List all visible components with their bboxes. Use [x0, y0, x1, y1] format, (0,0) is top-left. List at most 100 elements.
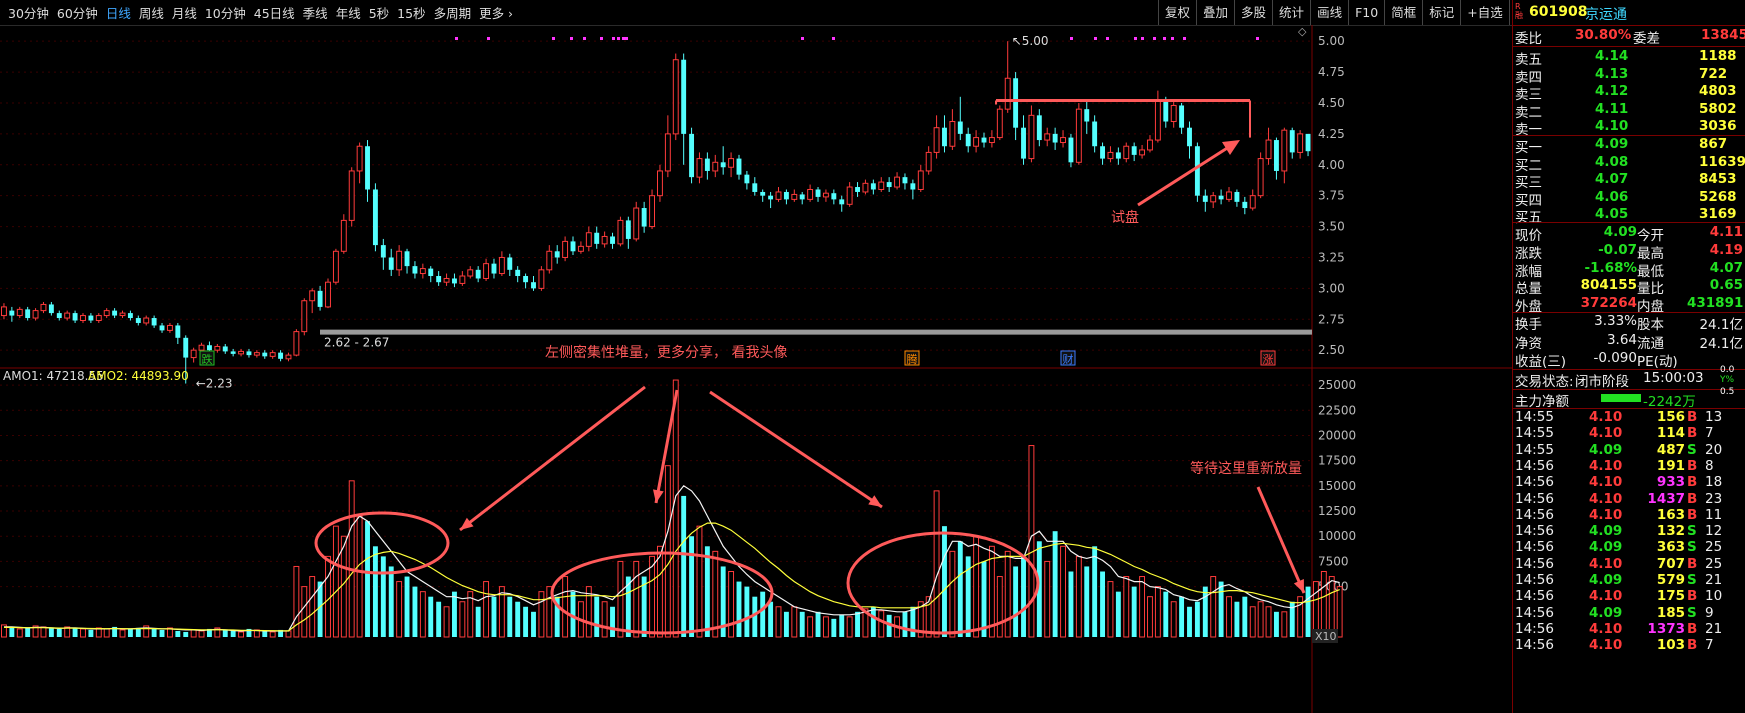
tick-volume: 163: [1656, 506, 1685, 523]
volume-tick-label: 20000: [1318, 428, 1356, 442]
tick-count: 10: [1705, 588, 1723, 605]
volume-bar: [1328, 576, 1335, 638]
candle: [1028, 105, 1035, 163]
volume-tick-label: 22500: [1318, 403, 1356, 417]
tab-5[interactable]: 10分钟: [204, 6, 246, 21]
toolbar-button-3[interactable]: 统计: [1272, 0, 1310, 25]
finance-label-2: 股本: [1637, 317, 1664, 333]
ask-label: 卖二: [1515, 104, 1542, 121]
toolbar-button-7[interactable]: 标记: [1422, 0, 1460, 25]
quote-value: 4.09: [1603, 224, 1637, 240]
candle: [957, 96, 963, 141]
diamond-icon[interactable]: ◇: [1298, 25, 1307, 38]
toolbar-button-2[interactable]: 多股: [1234, 0, 1272, 25]
volume-bar: [1060, 545, 1066, 638]
tab-1[interactable]: 60分钟: [56, 6, 98, 21]
volume-bar: [246, 628, 252, 637]
toolbar-button-8[interactable]: +自选: [1460, 0, 1508, 25]
price-tick-label: 3.25: [1318, 250, 1345, 264]
volume-bar: [222, 629, 228, 637]
tab-2[interactable]: 日线: [105, 6, 131, 21]
volume-bar: [1257, 601, 1264, 638]
volume-bar: [491, 596, 497, 637]
signal-dot: [1094, 37, 1097, 40]
ask-price: 4.10: [1595, 118, 1629, 135]
quote-label-2: 今开: [1637, 228, 1664, 244]
signal-dot: [612, 37, 615, 40]
candle: [625, 216, 631, 249]
tick-time: 14:56: [1515, 588, 1554, 605]
event-badge[interactable]: [1260, 350, 1276, 366]
volume-bar: [720, 566, 726, 637]
volume-bar: [799, 611, 805, 637]
volume-bar: [610, 606, 615, 637]
tab-12[interactable]: 更多 ›: [479, 6, 514, 21]
volume-bar: [744, 586, 750, 637]
volume-bar: [483, 581, 490, 638]
candle: [285, 352, 292, 362]
ask-vol: 3036: [1699, 118, 1737, 135]
candle: [269, 350, 276, 359]
volume-bar: [467, 591, 474, 638]
tab-9[interactable]: 5秒: [368, 6, 390, 21]
candle: [894, 172, 901, 190]
volume-bar: [1163, 591, 1169, 637]
candle: [822, 189, 829, 202]
ask-label: 卖四: [1515, 69, 1542, 86]
signal-dot: [617, 37, 620, 40]
event-badge[interactable]: [1060, 350, 1076, 366]
weicha-value: 13845: [1701, 27, 1745, 43]
volume-bar: [1234, 601, 1240, 637]
ask-vol: 1188: [1699, 48, 1737, 64]
candle: [475, 266, 481, 283]
side-strip: 0.0 0.5 Y%: [1716, 365, 1745, 465]
volume-bar: [166, 627, 173, 638]
tab-3[interactable]: 周线: [138, 6, 164, 21]
volume-bar: [348, 480, 355, 638]
tab-11[interactable]: 多周期: [433, 6, 472, 21]
signal-dot: [801, 37, 804, 40]
volume-bar: [657, 545, 663, 638]
candle: [531, 276, 536, 291]
candle: [554, 245, 560, 264]
event-badge[interactable]: [199, 350, 215, 366]
volume-bar: [380, 556, 386, 637]
tab-8[interactable]: 年线: [335, 6, 361, 21]
bid-price: 4.09: [1595, 136, 1629, 152]
scale-box[interactable]: [1312, 629, 1338, 643]
trial-label: 试盘: [1111, 209, 1139, 226]
tab-0[interactable]: 30分钟: [8, 6, 49, 21]
quote-label-2: 量比: [1637, 281, 1664, 298]
tick-price: 4.09: [1589, 539, 1623, 556]
trial-arrowhead: [1222, 140, 1240, 155]
candle: [1187, 121, 1192, 159]
candle: [641, 201, 647, 233]
toolbar-button-0[interactable]: 复权: [1158, 0, 1196, 25]
tab-7[interactable]: 季线: [302, 6, 328, 21]
candle: [428, 266, 434, 283]
candle: [783, 189, 789, 205]
toolbar-button-6[interactable]: 简框: [1384, 0, 1422, 25]
toolbar-button-4[interactable]: 画线: [1310, 0, 1348, 25]
tick-count: 7: [1705, 425, 1714, 442]
volume-bar: [119, 629, 126, 638]
tab-10[interactable]: 15秒: [397, 6, 426, 21]
signal-dot: [583, 37, 586, 40]
tick-price: 4.10: [1589, 620, 1623, 637]
candle: [40, 301, 47, 314]
tab-6[interactable]: 45日线: [253, 6, 295, 21]
candle: [681, 53, 687, 165]
tab-4[interactable]: 月线: [171, 6, 197, 21]
tick-time: 14:55: [1515, 409, 1554, 425]
tick-direction: S: [1687, 604, 1697, 621]
candle: [317, 285, 323, 311]
candle: [942, 115, 947, 153]
kline-chart[interactable]: 5.00 4.75 4.50 4.25 4.00 3.75 3.50 3.25 3.00 2.75…: [0, 25, 1512, 713]
candle: [467, 266, 474, 279]
tick-price: 4.09: [1589, 572, 1623, 588]
quote-label: 涨幅: [1515, 263, 1542, 280]
toolbar-button-1[interactable]: 叠加: [1196, 0, 1234, 25]
finance-label-2: 流通: [1637, 335, 1664, 352]
event-badge[interactable]: [904, 350, 920, 366]
toolbar-button-5[interactable]: F10: [1348, 0, 1384, 25]
